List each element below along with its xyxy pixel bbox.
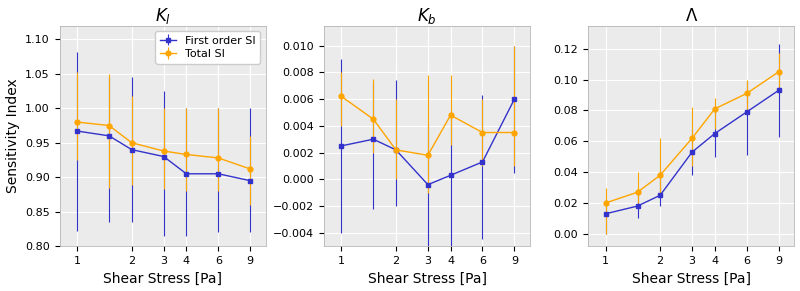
Legend: First order SI, Total SI: First order SI, Total SI — [155, 31, 261, 63]
Title: $\mathit{K_l}$: $\mathit{K_l}$ — [154, 6, 171, 26]
Y-axis label: Sensitivity Index: Sensitivity Index — [6, 79, 19, 193]
Title: $\mathit{K_b}$: $\mathit{K_b}$ — [417, 6, 437, 26]
Title: $\Lambda$: $\Lambda$ — [685, 7, 698, 25]
X-axis label: Shear Stress [Pa]: Shear Stress [Pa] — [103, 272, 222, 285]
X-axis label: Shear Stress [Pa]: Shear Stress [Pa] — [632, 272, 750, 285]
X-axis label: Shear Stress [Pa]: Shear Stress [Pa] — [367, 272, 486, 285]
